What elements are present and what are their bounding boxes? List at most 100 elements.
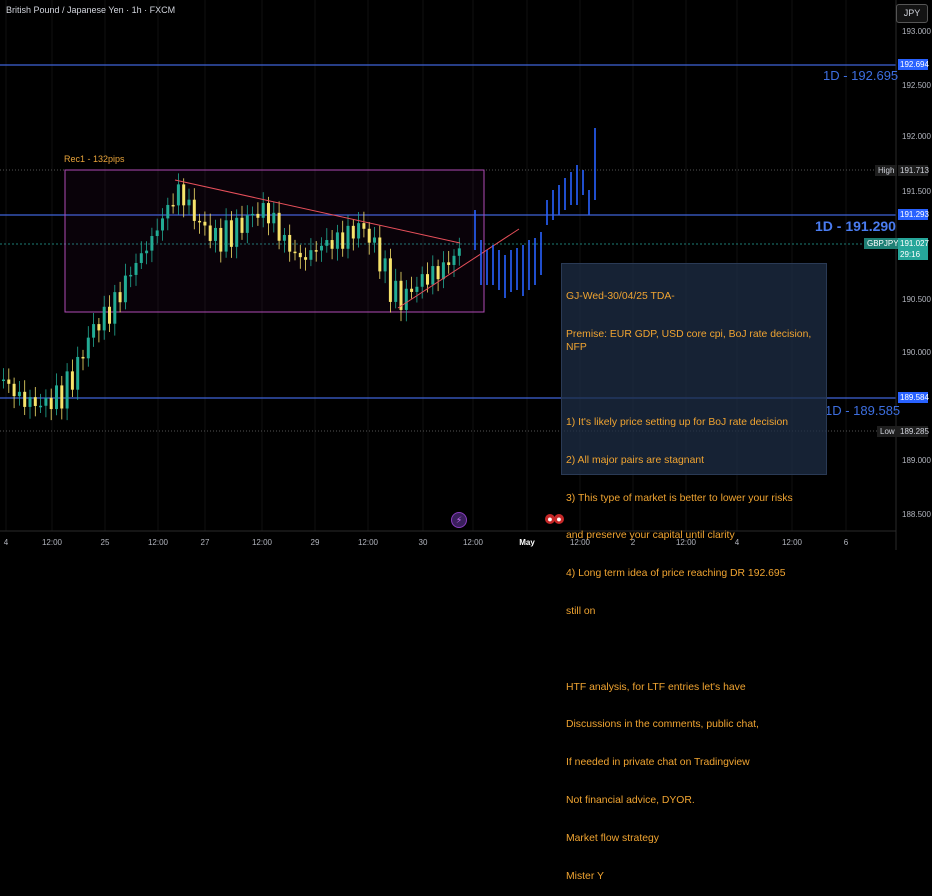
chart-title: British Pound / Japanese Yen · 1h · FXCM bbox=[6, 5, 176, 15]
candle bbox=[457, 248, 461, 256]
x-tick: 12:00 bbox=[41, 538, 63, 547]
candle bbox=[330, 240, 334, 249]
candle bbox=[314, 250, 318, 252]
candle bbox=[436, 266, 440, 280]
candle bbox=[176, 184, 180, 206]
candle bbox=[12, 383, 16, 397]
candle bbox=[235, 217, 239, 247]
analysis-note[interactable]: GJ-Wed-30/04/25 TDA- Premise: EUR GDP, U… bbox=[561, 263, 827, 882]
candle bbox=[166, 204, 170, 219]
candle bbox=[49, 397, 53, 410]
level-tag-low: 189.584 bbox=[898, 392, 929, 403]
note-line: Mister Y bbox=[566, 870, 604, 882]
current-price: 191.027 bbox=[900, 239, 929, 248]
x-tick: 12:00 bbox=[357, 538, 379, 547]
y-tick: 190.000 bbox=[902, 348, 931, 357]
candle bbox=[102, 306, 106, 331]
trendline-lower[interactable] bbox=[397, 228, 520, 309]
candle bbox=[282, 234, 286, 241]
note-line: Premise: EUR GDP, USD core cpi, BoJ rate… bbox=[566, 328, 815, 353]
candle bbox=[219, 227, 223, 252]
candle bbox=[214, 227, 217, 241]
candle bbox=[394, 280, 398, 302]
candle bbox=[70, 371, 74, 390]
x-tick: 4 bbox=[3, 538, 9, 547]
candle bbox=[198, 220, 202, 223]
candle-countdown: 29:16 bbox=[900, 250, 921, 259]
note-line: 2) All major pairs are stagnant bbox=[566, 454, 705, 466]
y-tick: 192.000 bbox=[902, 132, 931, 141]
candle bbox=[113, 292, 117, 324]
candle bbox=[7, 379, 11, 384]
candle bbox=[171, 204, 175, 207]
candle bbox=[245, 215, 249, 233]
candle bbox=[367, 228, 371, 243]
x-tick: 4 bbox=[734, 538, 740, 547]
note-line: HTF analysis, for LTF entries let's have bbox=[566, 681, 746, 693]
note-line: Not financial advice, DYOR. bbox=[566, 794, 695, 806]
candle bbox=[33, 397, 37, 406]
candle bbox=[65, 371, 69, 409]
candle bbox=[277, 212, 281, 241]
candle bbox=[261, 203, 265, 218]
candle bbox=[362, 223, 366, 229]
candle bbox=[129, 274, 133, 277]
level-label-mid: 1D - 191.290 bbox=[815, 218, 896, 234]
note-line bbox=[566, 644, 822, 657]
candle bbox=[60, 385, 64, 409]
candle bbox=[139, 253, 143, 263]
candle bbox=[447, 262, 451, 265]
candle bbox=[346, 225, 350, 249]
x-tick: 12:00 bbox=[147, 538, 169, 547]
flag-icon[interactable]: ● bbox=[554, 514, 564, 524]
x-tick: 27 bbox=[200, 538, 210, 547]
candle bbox=[251, 213, 255, 216]
candle bbox=[81, 356, 85, 359]
x-tick: 12:00 bbox=[675, 538, 697, 547]
candle bbox=[150, 236, 154, 251]
candle bbox=[208, 225, 212, 241]
y-tick: 191.500 bbox=[902, 187, 931, 196]
x-tick: 12:00 bbox=[251, 538, 273, 547]
candle bbox=[155, 230, 159, 237]
candle bbox=[357, 223, 361, 239]
candle bbox=[92, 324, 96, 338]
candle bbox=[28, 397, 32, 407]
candle bbox=[39, 405, 43, 408]
y-tick: 188.500 bbox=[902, 510, 931, 519]
candle bbox=[17, 391, 21, 397]
x-tick: 25 bbox=[100, 538, 110, 547]
y-tick: 190.500 bbox=[902, 295, 931, 304]
level-label-low: 1D - 189.585 bbox=[825, 403, 901, 418]
candle bbox=[240, 217, 244, 233]
x-tick: 30 bbox=[418, 538, 428, 547]
low-tag: 189.285 bbox=[898, 426, 929, 437]
lightning-icon[interactable]: ⚡︎ bbox=[451, 512, 467, 528]
y-tick: 193.000 bbox=[902, 27, 931, 36]
candle bbox=[335, 232, 339, 249]
candle bbox=[256, 213, 260, 218]
level-label-top: 1D - 192.695 bbox=[823, 68, 899, 83]
note-line: 3) This type of market is better to lowe… bbox=[566, 492, 793, 504]
high-tag: 191.713 bbox=[898, 165, 929, 176]
candle bbox=[2, 379, 5, 382]
candle bbox=[378, 237, 382, 272]
symbol-tag: GBPJPY bbox=[864, 238, 902, 249]
candle bbox=[452, 255, 456, 265]
trendline-upper[interactable] bbox=[174, 179, 461, 244]
candle bbox=[44, 397, 48, 406]
flag-icon[interactable]: ● bbox=[545, 514, 555, 524]
currency-button[interactable]: JPY bbox=[896, 4, 928, 23]
x-tick: 6 bbox=[843, 538, 849, 547]
range-rectangle[interactable] bbox=[64, 169, 485, 313]
candle bbox=[399, 280, 403, 310]
candle bbox=[134, 262, 138, 275]
candle bbox=[229, 220, 233, 247]
note-line: If needed in private chat on Tradingview bbox=[566, 757, 750, 769]
note-line: still on bbox=[566, 606, 596, 618]
candle bbox=[267, 203, 270, 224]
candle bbox=[309, 250, 313, 260]
x-tick: 2 bbox=[630, 538, 636, 547]
candle bbox=[320, 245, 323, 251]
candle bbox=[97, 324, 101, 331]
